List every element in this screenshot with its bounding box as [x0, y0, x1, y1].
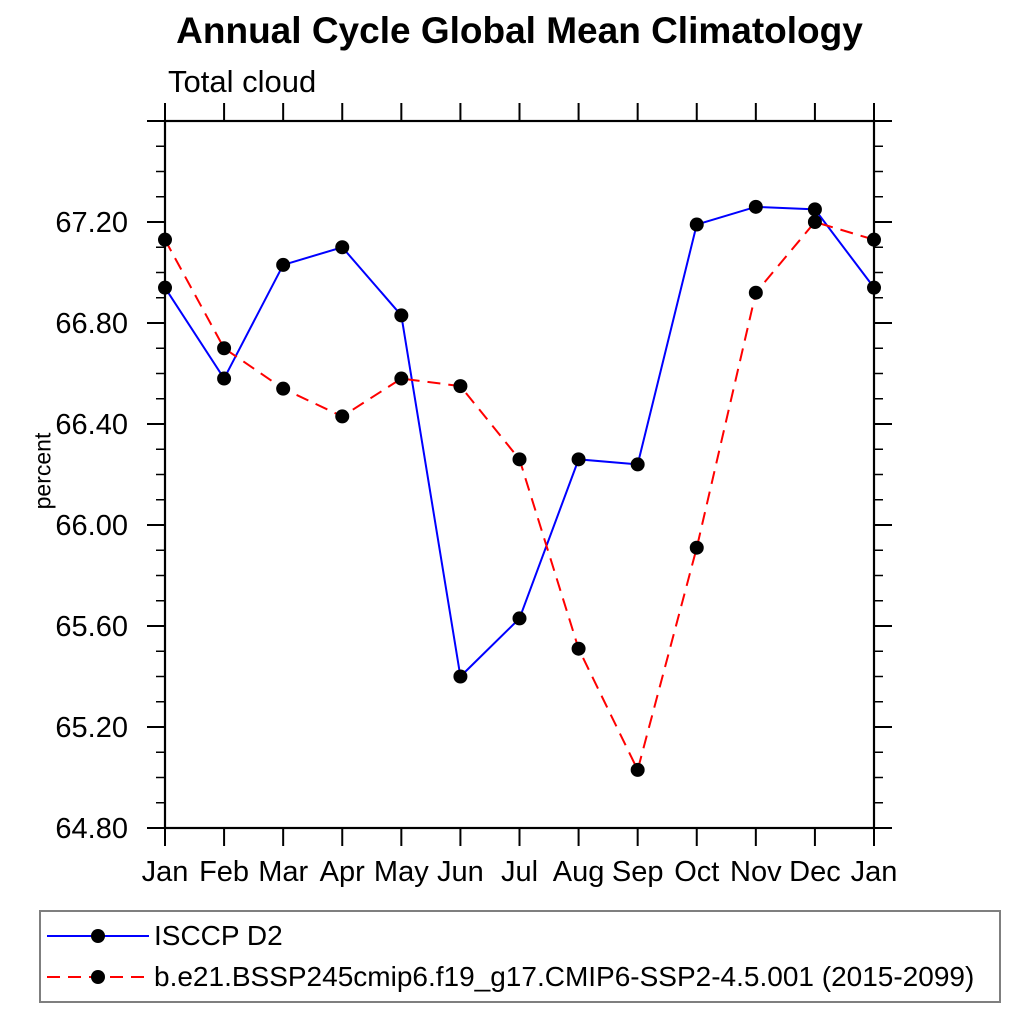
svg-text:Nov: Nov [730, 856, 782, 888]
legend: ISCCP D2 b.e21.BSSP245cmip6.f19_g17.CMIP… [39, 910, 1001, 1003]
legend-swatch-isccp [47, 928, 149, 943]
svg-text:Jan: Jan [851, 856, 898, 888]
svg-text:65.20: 65.20 [55, 712, 128, 744]
svg-text:Jul: Jul [501, 856, 538, 888]
svg-text:Aug: Aug [553, 856, 605, 888]
legend-item-isccp: ISCCP D2 [45, 916, 999, 956]
svg-text:66.00: 66.00 [55, 510, 128, 542]
svg-text:Sep: Sep [612, 856, 664, 888]
legend-item-model: b.e21.BSSP245cmip6.f19_g17.CMIP6-SSP2-4.… [45, 957, 999, 997]
chart-title: Annual Cycle Global Mean Climatology [176, 10, 863, 51]
svg-text:66.80: 66.80 [55, 308, 128, 340]
svg-text:65.60: 65.60 [55, 611, 128, 643]
chart-subtitle: Total cloud [168, 64, 317, 99]
svg-text:64.80: 64.80 [55, 813, 128, 845]
svg-text:Jun: Jun [437, 856, 484, 888]
svg-text:66.40: 66.40 [55, 409, 128, 441]
svg-text:Jan: Jan [142, 856, 189, 888]
legend-label-isccp: ISCCP D2 [154, 919, 283, 951]
svg-text:Oct: Oct [674, 856, 719, 888]
svg-text:Feb: Feb [199, 856, 249, 888]
svg-text:May: May [374, 856, 429, 888]
svg-text:Dec: Dec [789, 856, 841, 888]
svg-text:Apr: Apr [320, 856, 365, 888]
circle-marker-icon [91, 970, 105, 985]
svg-text:67.20: 67.20 [55, 207, 128, 239]
legend-label-model: b.e21.BSSP245cmip6.f19_g17.CMIP6-SSP2-4.… [154, 961, 975, 993]
svg-text:Mar: Mar [258, 856, 308, 888]
legend-swatch-model [47, 970, 149, 985]
circle-marker-icon [91, 928, 105, 943]
